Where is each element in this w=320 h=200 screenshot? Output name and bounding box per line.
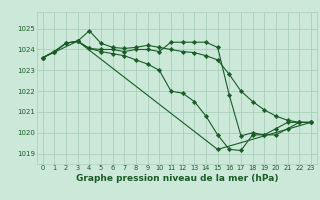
X-axis label: Graphe pression niveau de la mer (hPa): Graphe pression niveau de la mer (hPa) (76, 174, 278, 183)
